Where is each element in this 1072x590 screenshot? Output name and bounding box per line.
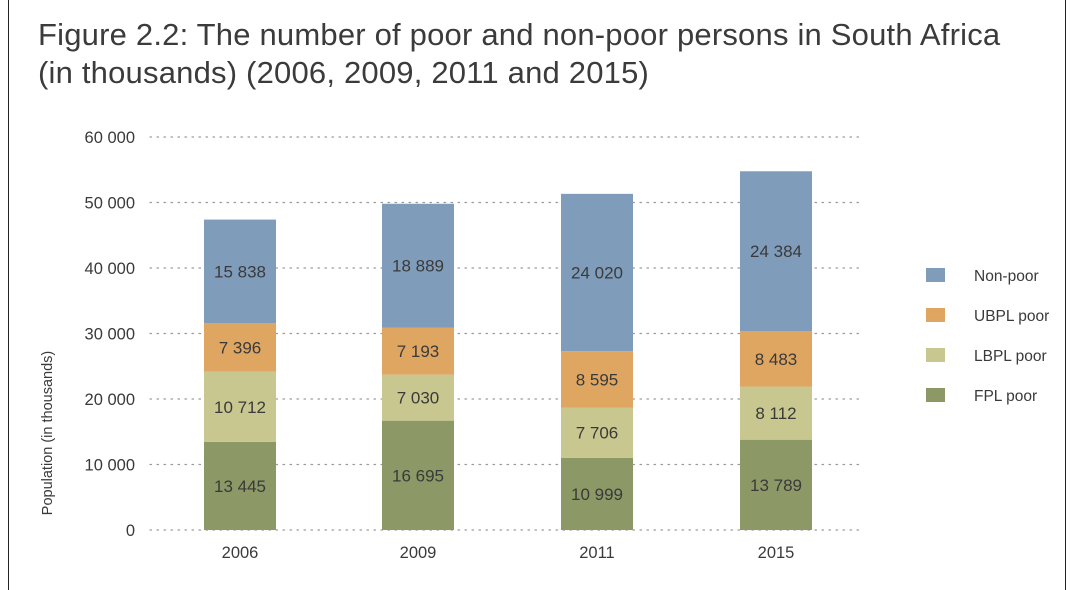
- bar-segment: [382, 327, 454, 375]
- bar-segment: [204, 219, 276, 324]
- legend-label: LBPL poor: [974, 348, 1047, 365]
- bar-segment: [204, 441, 276, 530]
- y-tick-label: 50 000: [85, 195, 135, 213]
- legend-label: FPL poor: [974, 388, 1037, 405]
- bar-segment: [204, 371, 276, 442]
- y-axis-label: Population (in thousands): [40, 351, 56, 515]
- data-label: 16 695: [392, 466, 444, 485]
- y-tick-label: 60 000: [85, 129, 135, 147]
- legend-label: Non-poor: [974, 268, 1039, 285]
- x-tick-label: 2006: [222, 544, 259, 562]
- legend-swatch: [926, 388, 945, 402]
- bar-segment: [740, 386, 812, 440]
- data-label: 10 999: [571, 485, 623, 504]
- data-label: 24 384: [750, 242, 802, 261]
- bar-segment: [561, 193, 633, 352]
- bar-segment: [561, 351, 633, 408]
- data-label: 7 396: [219, 339, 262, 358]
- legend-swatch: [926, 268, 945, 282]
- data-label: 7 030: [397, 389, 440, 408]
- bar-segment: [561, 457, 633, 530]
- data-label: 8 595: [576, 370, 619, 389]
- data-label: 7 193: [397, 342, 440, 361]
- data-label: 18 889: [392, 257, 444, 276]
- data-label: 8 483: [755, 350, 798, 369]
- bar-segment: [740, 439, 812, 530]
- bar-segment: [382, 203, 454, 328]
- data-label: 8 112: [755, 404, 796, 423]
- figure-frame: [8, 0, 1066, 590]
- y-tick-label: 30 000: [85, 326, 135, 344]
- x-tick-label: 2011: [579, 544, 614, 562]
- legend-swatch: [926, 348, 945, 362]
- figure-title-line-1: Figure 2.2: The number of poor and non-p…: [38, 17, 1001, 52]
- bar-segment: [740, 171, 812, 331]
- data-label: 13 789: [750, 476, 802, 495]
- x-tick-label: 2009: [400, 544, 437, 562]
- bar-segment: [204, 323, 276, 372]
- figure-title-line-2: (in thousands) (2006, 2009, 2011 and 201…: [38, 55, 650, 90]
- bar-segment: [561, 407, 633, 458]
- bar-segment: [382, 374, 454, 421]
- y-tick-label: 20 000: [85, 391, 135, 409]
- legend-swatch: [926, 308, 945, 322]
- figure-title: Figure 2.2: The number of poor and non-p…: [38, 16, 1038, 92]
- y-tick-label: 40 000: [85, 260, 135, 278]
- data-label: 15 838: [214, 262, 266, 281]
- data-label: 10 712: [214, 398, 266, 417]
- y-tick-label: 0: [126, 522, 135, 540]
- legend-label: UBPL poor: [974, 308, 1049, 325]
- x-tick-label: 2015: [758, 544, 795, 562]
- data-label: 24 020: [571, 264, 623, 283]
- data-label: 13 445: [214, 477, 266, 496]
- data-label: 7 706: [576, 424, 619, 443]
- bar-segment: [740, 330, 812, 387]
- y-tick-label: 10 000: [85, 457, 135, 475]
- bar-segment: [382, 420, 454, 530]
